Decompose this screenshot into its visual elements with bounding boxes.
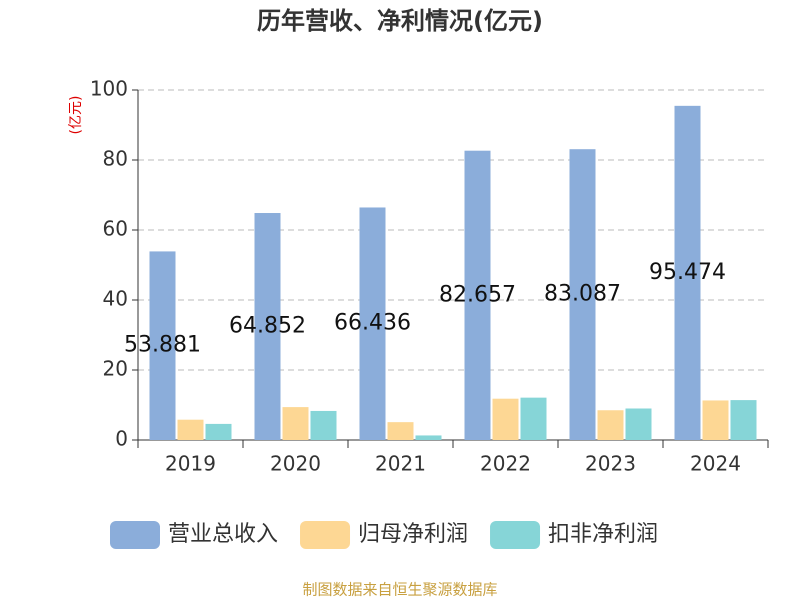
bar — [177, 419, 204, 440]
data-label: 66.436 — [334, 311, 411, 336]
chart-title: 历年营收、净利情况(亿元) — [257, 7, 543, 35]
bar — [149, 251, 176, 440]
y-tick-label: 60 — [103, 217, 128, 241]
x-tick-label: 2023 — [585, 452, 636, 476]
data-label: 53.881 — [124, 333, 201, 358]
data-label: 83.087 — [544, 282, 621, 307]
legend-swatch — [300, 521, 351, 549]
bar — [387, 422, 414, 440]
y-tick-label: 100 — [90, 77, 128, 101]
y-axis-label: (亿元) — [68, 96, 84, 135]
legend-label: 扣非净利润 — [548, 522, 658, 547]
y-tick-label: 40 — [103, 287, 128, 311]
x-tick-label: 2020 — [270, 452, 321, 476]
y-tick-label: 20 — [103, 357, 128, 381]
bar — [597, 410, 624, 440]
legend-swatch — [110, 521, 160, 549]
bar — [520, 397, 547, 440]
bar — [464, 150, 491, 440]
x-tick-label: 2019 — [165, 452, 216, 476]
bar — [310, 410, 337, 440]
data-label: 64.852 — [229, 314, 306, 339]
x-tick-label: 2024 — [690, 452, 741, 476]
data-label: 95.474 — [649, 260, 726, 285]
legend-label: 营业总收入 — [168, 522, 278, 547]
bar — [359, 207, 386, 440]
data-label: 82.657 — [439, 282, 516, 307]
bar — [730, 400, 757, 440]
bar — [205, 423, 232, 440]
bar — [415, 435, 442, 440]
y-tick-label: 80 — [103, 147, 128, 171]
legend-swatch — [490, 521, 541, 549]
x-tick-label: 2022 — [480, 452, 531, 476]
bar — [254, 213, 281, 440]
legend-label: 归母净利润 — [358, 522, 468, 547]
bar — [569, 149, 596, 440]
bar — [674, 105, 701, 440]
source-note: 制图数据来自恒生聚源数据库 — [302, 581, 497, 599]
bar — [492, 398, 519, 440]
y-tick-label: 0 — [115, 427, 128, 451]
x-tick-label: 2021 — [375, 452, 426, 476]
bar — [282, 407, 309, 440]
bar — [625, 408, 652, 440]
bar — [702, 400, 729, 440]
